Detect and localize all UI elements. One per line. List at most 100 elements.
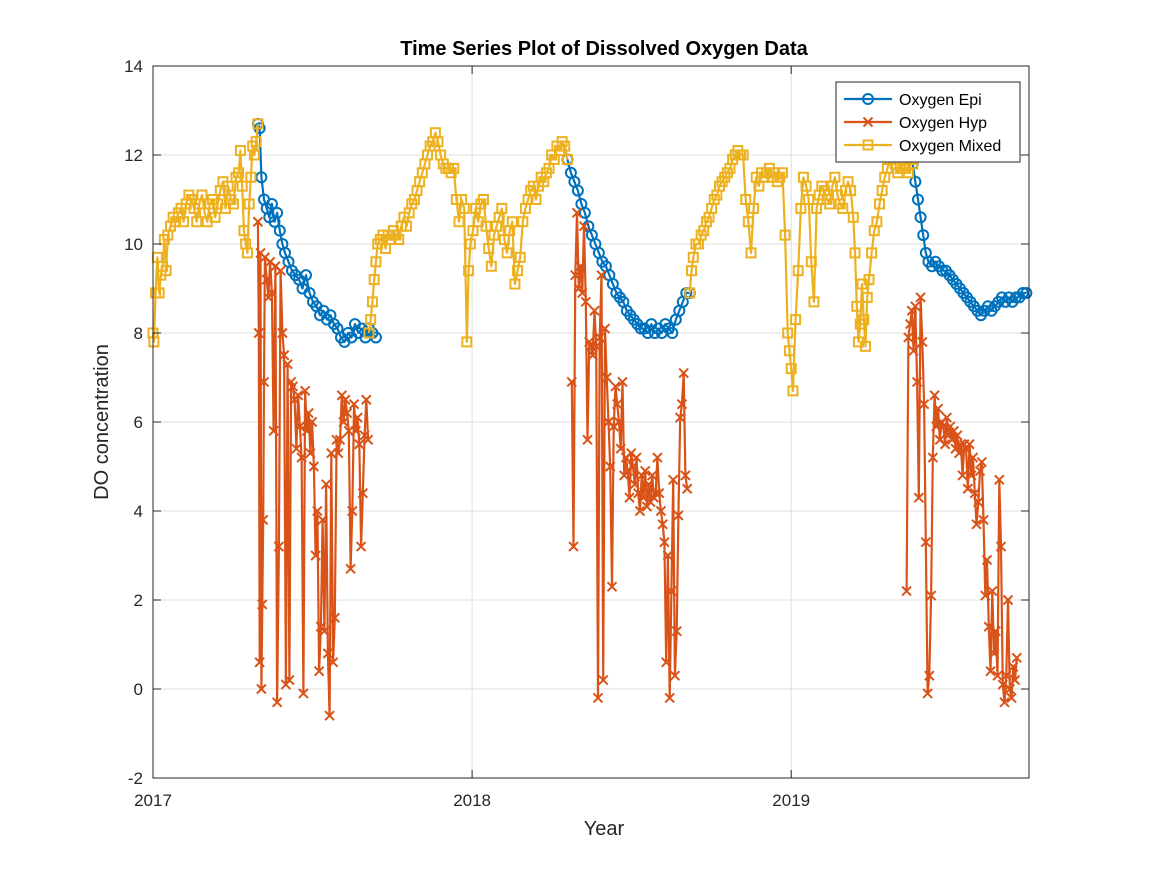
data-point-square xyxy=(559,140,571,152)
data-point-square xyxy=(860,340,872,352)
data-point-x xyxy=(922,688,933,699)
data-point-square xyxy=(178,216,190,228)
data-point-x xyxy=(338,416,349,428)
data-point-circle xyxy=(666,327,679,339)
data-point-square xyxy=(485,260,497,272)
data-point-x xyxy=(932,403,944,414)
data-point-x xyxy=(284,674,295,686)
data-point-x xyxy=(615,443,626,454)
data-point-circle xyxy=(911,193,924,206)
data-point-x xyxy=(973,496,984,508)
data-point-x xyxy=(580,296,591,308)
legend-label: Oxygen Mixed xyxy=(899,138,1001,155)
data-point-square xyxy=(737,149,749,161)
data-point-circle xyxy=(571,184,584,197)
data-point-x xyxy=(639,465,651,477)
data-point-x xyxy=(277,327,288,339)
data-point-x xyxy=(350,425,362,437)
data-point-x xyxy=(983,621,994,632)
legend-entry: Oxygen Mixed xyxy=(844,138,1001,155)
data-point-square xyxy=(483,242,495,254)
data-point-x xyxy=(577,287,588,299)
data-point-x xyxy=(673,510,684,521)
data-point-x xyxy=(566,376,577,388)
data-point-x xyxy=(1011,652,1022,664)
data-point-x xyxy=(587,350,598,361)
data-point-x xyxy=(910,301,921,312)
data-point-x xyxy=(925,590,937,601)
data-point-x xyxy=(362,434,374,446)
data-point-circle xyxy=(578,206,591,219)
data-point-square xyxy=(448,162,460,174)
data-point-square xyxy=(776,167,788,179)
data-point-square xyxy=(861,291,873,303)
data-point-x xyxy=(606,581,618,592)
chart-title: Time Series Plot of Dissolved Oxygen Dat… xyxy=(400,38,808,60)
x-axis-label: Year xyxy=(584,818,625,840)
data-point-x xyxy=(638,492,649,503)
data-point-x xyxy=(345,563,356,575)
data-point-circle xyxy=(862,93,874,105)
data-point-circle xyxy=(265,197,278,210)
data-point-x xyxy=(294,421,306,432)
data-point-x xyxy=(990,625,1001,637)
data-point-x xyxy=(994,474,1005,486)
data-point-square xyxy=(561,153,573,165)
data-point-square xyxy=(432,136,444,148)
data-point-square xyxy=(370,256,382,268)
data-point-square xyxy=(851,300,863,312)
data-point-square xyxy=(363,327,375,339)
series-oxygen-hyp xyxy=(252,207,1022,721)
data-point-square xyxy=(514,251,526,263)
data-point-x xyxy=(903,332,914,343)
data-point-x xyxy=(278,350,290,361)
data-point-x xyxy=(669,670,681,681)
data-point-square xyxy=(858,314,870,326)
data-point-square xyxy=(866,247,878,259)
data-point-x xyxy=(652,452,663,463)
data-point-x xyxy=(361,394,372,405)
data-point-x xyxy=(941,412,953,423)
legend: Oxygen Epi Oxygen Hyp Oxygen Mixed xyxy=(835,81,1021,163)
data-point-x xyxy=(662,550,674,561)
data-point-circle xyxy=(1020,286,1033,299)
data-point-x xyxy=(969,487,981,499)
data-point-x xyxy=(571,207,583,219)
data-point-square xyxy=(252,118,264,130)
data-point-square xyxy=(509,278,521,290)
data-point-x xyxy=(327,657,339,668)
data-point-square xyxy=(837,202,849,214)
data-point-x xyxy=(915,292,926,303)
data-point-x xyxy=(340,394,351,405)
data-point-square xyxy=(787,385,799,397)
data-point-x xyxy=(999,697,1010,708)
data-point-square xyxy=(393,234,405,246)
data-point-x xyxy=(659,536,670,548)
data-point-x xyxy=(354,439,365,450)
data-point-square xyxy=(782,327,794,339)
data-point-x xyxy=(657,519,668,530)
data-point-circle xyxy=(909,175,922,188)
data-point-x xyxy=(664,692,675,704)
data-point-x xyxy=(291,443,302,454)
y-tick-label: 0 xyxy=(134,680,143,699)
series-line xyxy=(151,123,259,343)
data-point-x xyxy=(660,657,672,668)
data-point-x xyxy=(570,269,581,281)
data-point-x xyxy=(282,358,293,370)
data-point-x xyxy=(257,599,268,610)
x-tick-label: 2017 xyxy=(134,791,172,810)
data-point-x xyxy=(992,670,1003,681)
data-point-x xyxy=(599,323,611,334)
data-point-x xyxy=(627,461,639,472)
x-tick-label: 2018 xyxy=(453,791,491,810)
data-point-square xyxy=(862,139,874,151)
data-point-x xyxy=(629,479,640,490)
data-point-x xyxy=(352,412,363,423)
data-point-square xyxy=(849,247,861,259)
data-point-x xyxy=(310,550,321,561)
data-point-square xyxy=(803,194,815,205)
data-point-x xyxy=(610,381,621,392)
data-point-x xyxy=(306,416,318,428)
data-point-x xyxy=(924,670,935,681)
